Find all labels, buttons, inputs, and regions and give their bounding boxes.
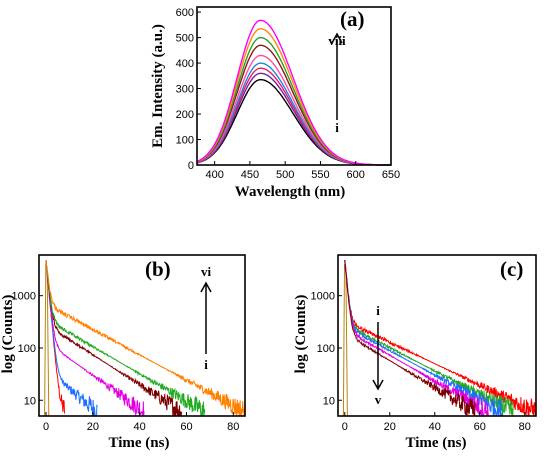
panel-b-decay-curves: 0 20 40 60 80 10 100 1000 Time (ns) log (Count… [0,254,246,451]
pc-x-tick-label: 60 [474,421,486,433]
panel-a-y-tick-label: 600 [176,7,194,19]
panel-b-arrow-bottom-label: i [204,357,208,372]
panel-a-y-tick-label: 400 [176,58,194,70]
pc-x-tick-label: 0 [342,421,348,433]
panel-a-series-9 [196,19,392,166]
panel-a-y-tick-label: 0 [188,160,194,172]
pc-series-1 [344,260,537,417]
panel-c-curves [342,260,537,418]
pb-series-2 [45,260,98,417]
pb-series-5 [45,260,206,417]
panel-c-arrow-head [372,379,384,391]
panel-b-arrow-top-label: vi [201,264,212,279]
panel-a-y-tick-label: 100 [176,135,194,147]
panel-b-y-axis-label: log (Counts) [0,295,16,374]
pb-x-tick-label: 20 [87,421,99,433]
pb-series-3 [45,260,145,417]
panel-a-label: (a) [340,7,365,31]
pb-series-4 [45,260,183,417]
panel-b-label: (b) [145,257,171,281]
pc-series-5 [344,260,476,417]
pc-y-tick-label: 1000 [311,291,335,303]
panel-a-emission-spectra: 400 450 500 550 600 650 0 100 200 300 400 500 600 W… [150,6,400,200]
panel-a-y-ticks: 0 100 200 300 400 500 600 [176,7,201,172]
panel-c-frame [337,254,537,417]
panel-c-x-axis-label: Time (ns) [406,435,467,451]
panel-a-x-tick-label: 500 [276,169,294,181]
panel-a-y-axis-label: Em. Intensity (a.u.) [150,24,166,148]
pb-y-tick-label: 100 [18,343,36,355]
panel-a-arrow-bottom-label: i [335,120,339,135]
panel-a-frame [196,6,392,166]
panel-a-x-tick-label: 600 [347,169,365,181]
pc-series-3 [344,260,503,418]
pb-series-6 [45,260,246,417]
panel-a-y-tick-label: 300 [176,84,194,96]
panel-b-frame [38,254,246,417]
panel-b-x-axis-label: Time (ns) [109,435,170,451]
pb-x-tick-label: 60 [180,421,192,433]
panel-b-curves [44,260,246,417]
panel-c-arrow-top-label: i [376,303,380,318]
pc-y-tick-label: 100 [317,343,335,355]
panel-a-x-tick-label: 650 [382,169,400,181]
pc-x-tick-label: 40 [429,421,441,433]
panel-b-x-ticks: 0 20 40 60 80 [43,412,239,433]
pc-x-tick-label: 20 [384,421,396,433]
panel-a-y-tick-label: 200 [176,109,194,121]
panel-a-x-ticks: 400 450 500 550 600 650 [205,161,400,181]
pb-y-tick-label: 10 [24,395,36,407]
pb-x-tick-label: 0 [43,421,49,433]
pb-x-tick-label: 40 [134,421,146,433]
pb-y-tick-label: 1000 [12,291,36,303]
panel-c-arrow-bottom-label: v [375,392,382,407]
panel-a-arrow-head [331,32,343,44]
panel-a-curves [196,19,392,166]
panel-c-y-ticks: 10 100 1000 [311,291,342,407]
panel-a-x-tick-label: 550 [311,169,329,181]
panel-c-x-ticks: 0 20 40 60 80 [342,412,531,433]
panel-a-series-8 [196,27,392,166]
panel-c-y-axis-label: log (Counts) [293,295,309,374]
pc-y-tick-label: 10 [323,395,335,407]
panel-a-x-axis-label: Wavelength (nm) [235,184,345,200]
panel-b-arrow-head [200,281,212,293]
panel-b-y-ticks: 10 100 1000 [12,291,43,407]
pc-x-tick-label: 80 [519,421,531,433]
pb-x-tick-label: 80 [227,421,239,433]
panel-a-y-tick-label: 500 [176,33,194,45]
panel-a-x-tick-label: 400 [205,169,223,181]
panel-a-x-tick-label: 450 [241,169,259,181]
panel-c-decay-curves: 0 20 40 60 80 10 100 1000 Time (ns) log (Count… [293,254,537,451]
panel-c-label: (c) [500,257,523,281]
